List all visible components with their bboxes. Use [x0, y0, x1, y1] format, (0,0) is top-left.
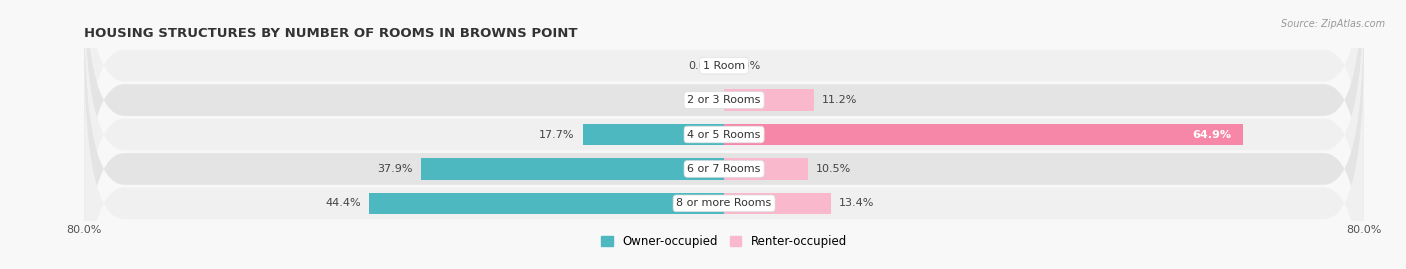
- FancyBboxPatch shape: [84, 47, 1364, 269]
- FancyBboxPatch shape: [84, 0, 1364, 222]
- Text: 4 or 5 Rooms: 4 or 5 Rooms: [688, 129, 761, 140]
- Bar: [724, 193, 831, 214]
- Text: 8 or more Rooms: 8 or more Rooms: [676, 198, 772, 208]
- Text: 10.5%: 10.5%: [815, 164, 851, 174]
- Text: 0.0%: 0.0%: [733, 61, 761, 71]
- Text: HOUSING STRUCTURES BY NUMBER OF ROOMS IN BROWNS POINT: HOUSING STRUCTURES BY NUMBER OF ROOMS IN…: [84, 27, 578, 40]
- Text: 0.0%: 0.0%: [688, 95, 716, 105]
- Bar: [368, 193, 724, 214]
- Text: 17.7%: 17.7%: [538, 129, 575, 140]
- Text: Source: ZipAtlas.com: Source: ZipAtlas.com: [1281, 19, 1385, 29]
- Bar: [420, 158, 724, 180]
- Bar: [724, 89, 814, 111]
- Text: 37.9%: 37.9%: [378, 164, 413, 174]
- Text: 64.9%: 64.9%: [1192, 129, 1232, 140]
- FancyBboxPatch shape: [84, 0, 1364, 256]
- Bar: [582, 124, 724, 145]
- Text: 11.2%: 11.2%: [821, 95, 858, 105]
- Bar: [724, 158, 808, 180]
- Text: 2 or 3 Rooms: 2 or 3 Rooms: [688, 95, 761, 105]
- FancyBboxPatch shape: [84, 0, 1364, 269]
- Text: 13.4%: 13.4%: [839, 198, 875, 208]
- Bar: [724, 124, 1243, 145]
- Text: 0.0%: 0.0%: [688, 61, 716, 71]
- Text: 44.4%: 44.4%: [325, 198, 361, 208]
- Text: 1 Room: 1 Room: [703, 61, 745, 71]
- Legend: Owner-occupied, Renter-occupied: Owner-occupied, Renter-occupied: [596, 230, 852, 253]
- FancyBboxPatch shape: [84, 13, 1364, 269]
- Text: 6 or 7 Rooms: 6 or 7 Rooms: [688, 164, 761, 174]
